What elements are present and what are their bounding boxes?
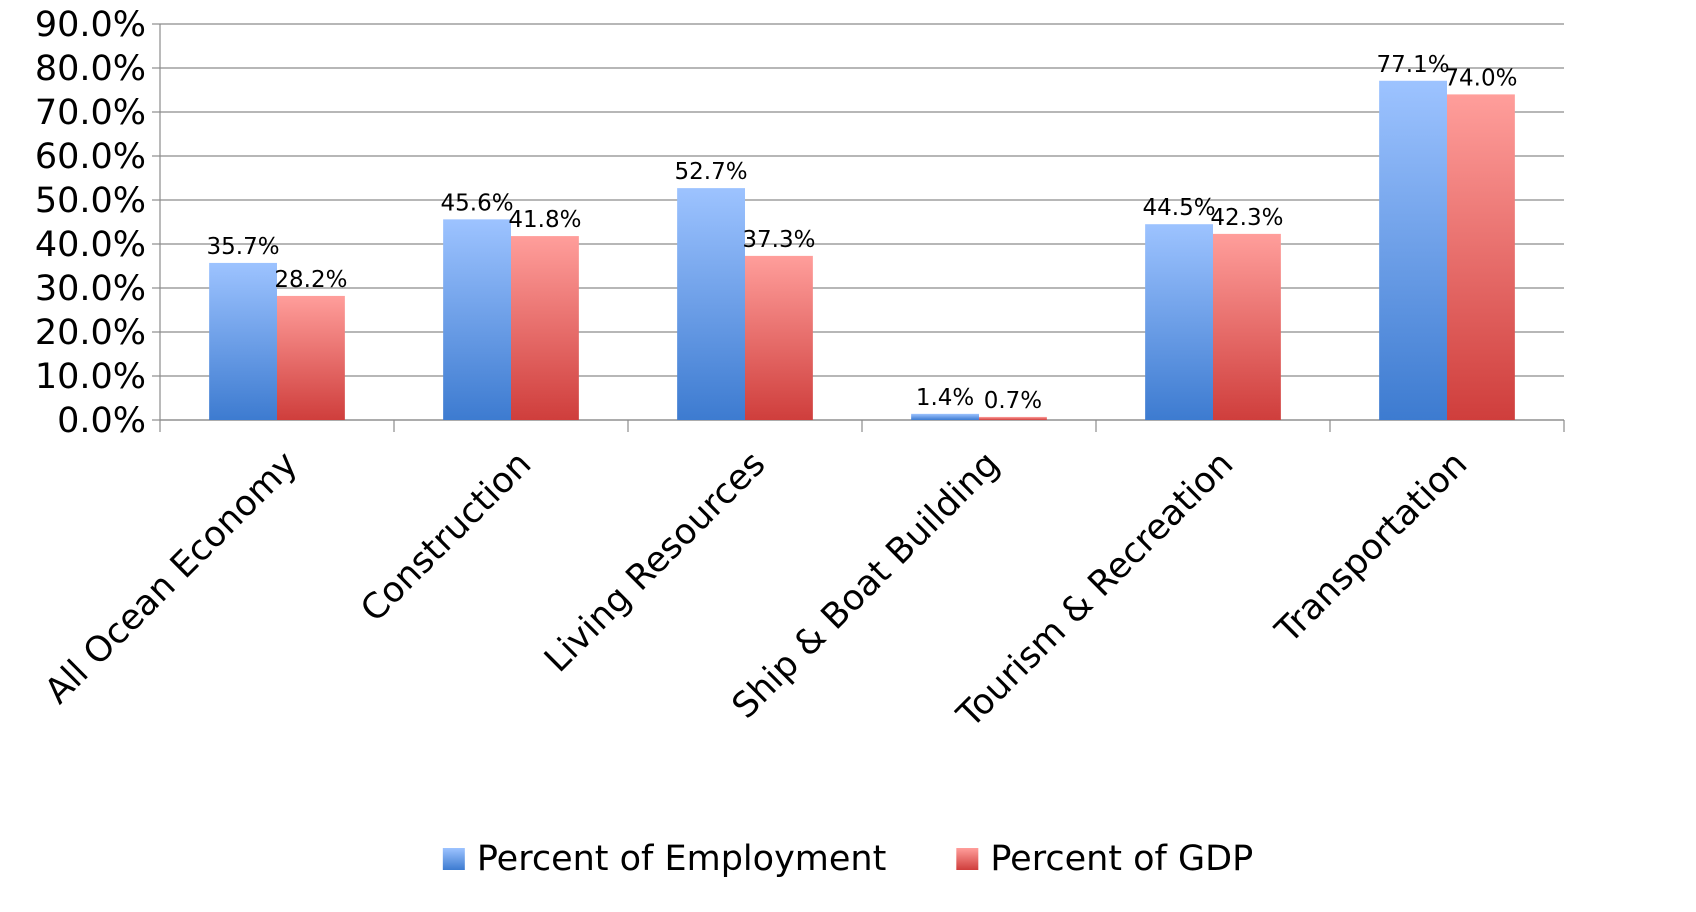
bar-percent-of-employment [911, 413, 979, 420]
data-label: 45.6% [441, 190, 514, 216]
bar-percent-of-gdp [1213, 233, 1281, 420]
legend-swatch [956, 848, 979, 870]
data-label: 44.5% [1143, 195, 1216, 221]
y-tick-label: 80.0% [35, 49, 146, 89]
y-tick-label: 50.0% [35, 181, 146, 221]
y-tick-label: 70.0% [35, 93, 146, 133]
x-category-label: Ship & Boat Building [725, 444, 1008, 727]
legend-label: Percent of Employment [477, 839, 887, 879]
data-labels: 35.7% 28.2% 45.6%41.8% 52.7% 37.3% 1.4% 0.7% 44… [207, 52, 1518, 414]
data-label: 35.7% [207, 234, 280, 260]
legend-item: Percent of GDP [956, 839, 1253, 879]
data-label: 37.3% [742, 227, 815, 253]
y-tick-label: 20.0% [35, 313, 146, 353]
y-tick-label: 90.0% [35, 5, 146, 45]
legend-label: Percent of GDP [990, 839, 1253, 879]
gridlines [160, 23, 1564, 421]
x-category-label: Tourism & Recreation [949, 444, 1241, 736]
data-label: 74.0% [1444, 65, 1517, 91]
bar-percent-of-employment [1379, 80, 1447, 420]
bar-percent-of-employment [443, 219, 511, 420]
bar-percent-of-gdp [277, 295, 345, 420]
data-label: 28.2% [274, 267, 347, 293]
y-tick-label: 10.0% [35, 357, 146, 397]
bar-percent-of-employment [1145, 224, 1213, 420]
bar-percent-of-employment [677, 188, 745, 420]
data-label: 77.1% [1377, 52, 1450, 78]
bar-percent-of-employment [209, 262, 277, 420]
bars [209, 80, 1515, 421]
bar-percent-of-gdp [511, 236, 579, 420]
data-label: 42.3% [1210, 205, 1283, 231]
bar-percent-of-gdp [1447, 94, 1515, 421]
x-category-label: Construction [353, 444, 539, 630]
data-label: 41.8% [508, 207, 581, 233]
x-category-label: Living Resources [537, 444, 773, 680]
legend-item: Percent of Employment [442, 839, 887, 879]
y-tick-label: 0.0% [57, 401, 146, 441]
y-tick-label: 30.0% [35, 269, 146, 309]
x-category-label: All Ocean Economy [38, 444, 306, 712]
bar-percent-of-gdp [745, 255, 813, 420]
legend-swatch [442, 848, 465, 870]
data-label: 52.7% [675, 159, 748, 185]
x-category-label: Transportation [1268, 444, 1476, 652]
y-tick-label: 60.0% [35, 137, 146, 177]
data-label: 0.7% [984, 388, 1042, 414]
bar-percent-of-gdp [979, 416, 1047, 420]
legend: Percent of Employment Percent of GDP [442, 839, 1253, 879]
y-tick-label: 40.0% [35, 225, 146, 265]
data-label: 1.4% [916, 385, 974, 411]
